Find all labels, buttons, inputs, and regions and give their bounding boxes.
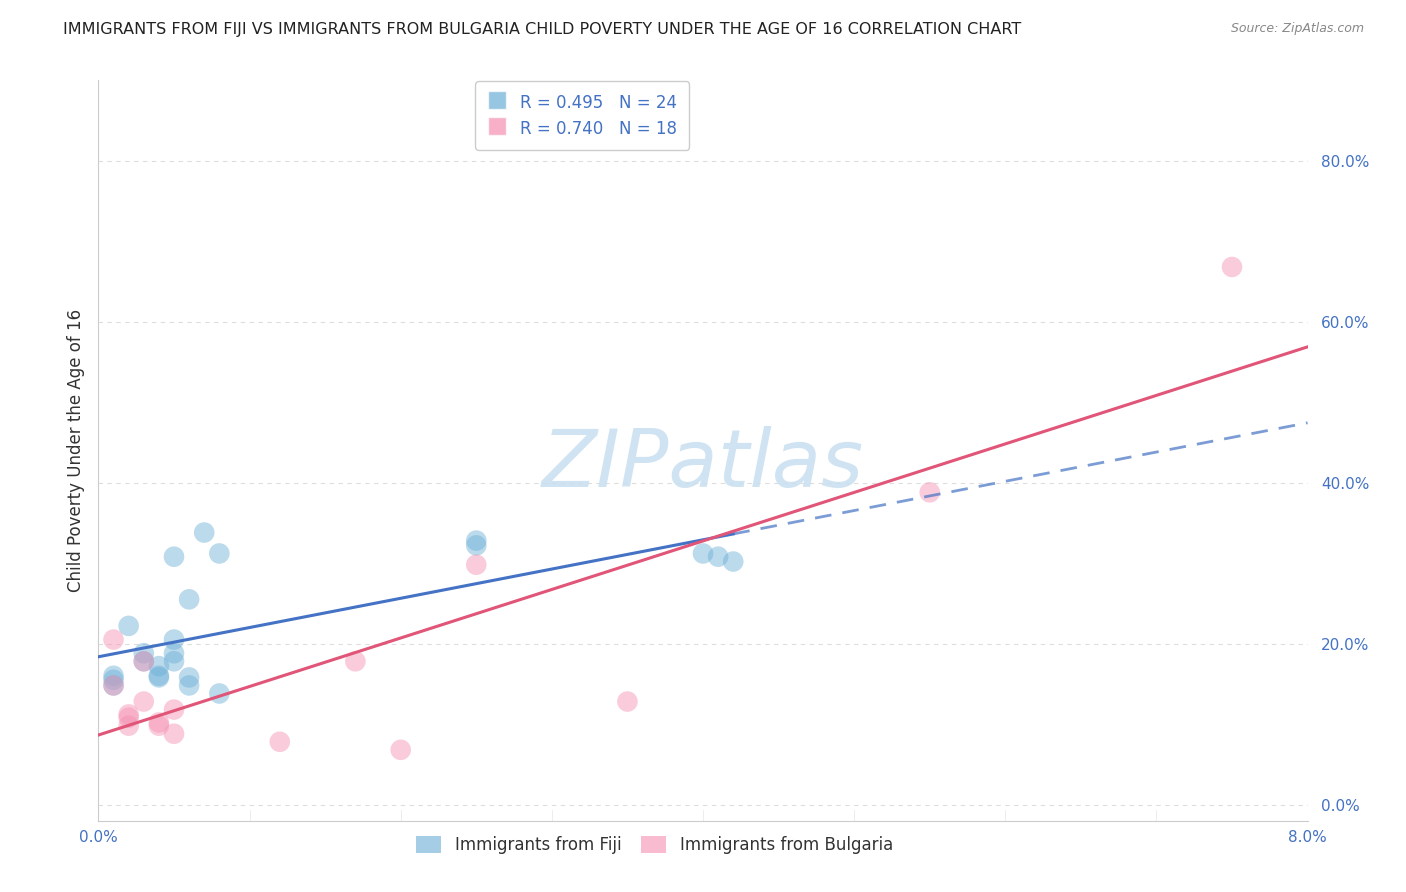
Point <box>148 715 170 730</box>
Point <box>103 669 125 683</box>
Text: IMMIGRANTS FROM FIJI VS IMMIGRANTS FROM BULGARIA CHILD POVERTY UNDER THE AGE OF : IMMIGRANTS FROM FIJI VS IMMIGRANTS FROM … <box>63 22 1022 37</box>
Point <box>465 533 488 548</box>
Point <box>723 554 745 569</box>
Point <box>163 646 186 660</box>
Text: Source: ZipAtlas.com: Source: ZipAtlas.com <box>1230 22 1364 36</box>
Point <box>707 549 730 564</box>
Point <box>118 707 141 722</box>
Point <box>692 546 714 560</box>
Point <box>132 646 155 660</box>
Point <box>344 654 367 668</box>
Point <box>132 654 155 668</box>
Point <box>179 592 201 607</box>
Legend: Immigrants from Fiji, Immigrants from Bulgaria: Immigrants from Fiji, Immigrants from Bu… <box>409 829 900 861</box>
Point <box>118 711 141 725</box>
Point <box>616 694 638 708</box>
Point <box>208 546 231 560</box>
Point <box>389 743 412 757</box>
Point <box>163 703 186 717</box>
Point <box>163 654 186 668</box>
Point <box>1220 260 1243 274</box>
Point <box>103 678 125 692</box>
Point <box>103 673 125 687</box>
Text: ZIPatlas: ZIPatlas <box>541 426 865 504</box>
Point <box>148 719 170 733</box>
Point <box>118 619 141 633</box>
Point <box>269 735 291 749</box>
Point <box>163 549 186 564</box>
Point <box>103 678 125 692</box>
Point <box>465 538 488 552</box>
Point <box>118 719 141 733</box>
Point <box>132 694 155 708</box>
Point <box>103 632 125 647</box>
Point <box>208 686 231 700</box>
Point <box>179 678 201 692</box>
Y-axis label: Child Poverty Under the Age of 16: Child Poverty Under the Age of 16 <box>66 309 84 592</box>
Point <box>193 525 215 540</box>
Point <box>148 659 170 673</box>
Point <box>163 727 186 741</box>
Point <box>179 670 201 684</box>
Point <box>148 669 170 683</box>
Point <box>148 670 170 684</box>
Point <box>163 632 186 647</box>
Point <box>132 654 155 668</box>
Point <box>465 558 488 572</box>
Point <box>918 485 941 500</box>
